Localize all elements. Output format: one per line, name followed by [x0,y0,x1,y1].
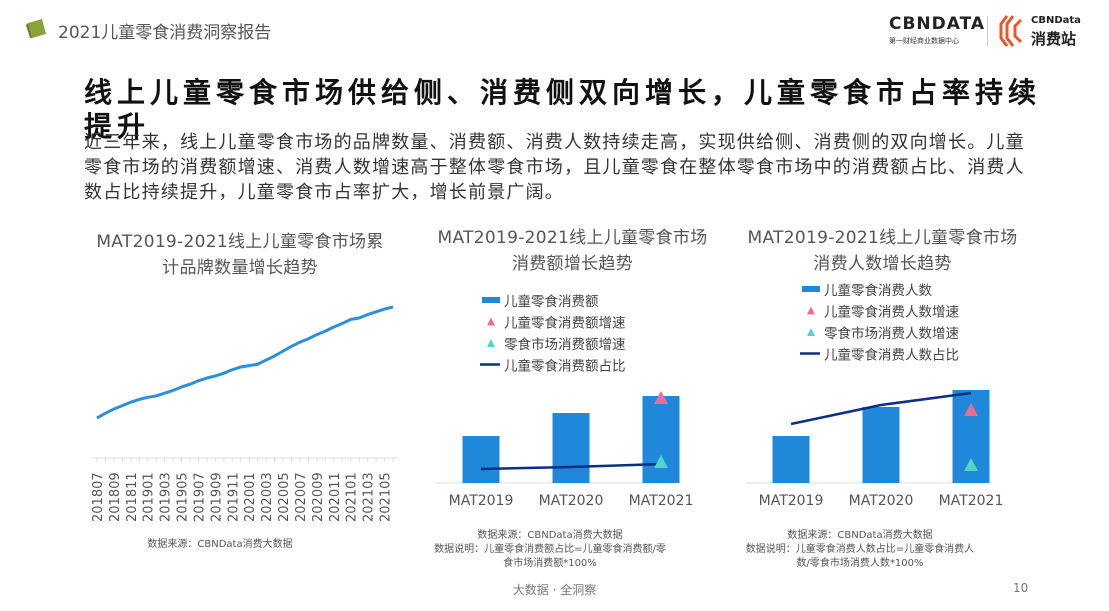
x-tick-label: 201907 [192,472,207,522]
x-tick-label: 201909 [209,472,224,522]
brand-count-line [96,305,394,420]
teal-marker [964,458,978,471]
x-tick-label: 202003 [260,472,275,522]
cbndata-logo: CBNDATA [889,14,986,34]
share-line [790,391,972,426]
x-tick-label: 201905 [176,472,191,522]
report-logo-icon [26,19,46,38]
x-tick-label: 201911 [226,472,241,522]
pink-marker [964,403,978,416]
x-tick-label: 201811 [125,472,140,522]
x-tick-label: MAT2019 [759,493,824,509]
x-tick-label: MAT2020 [849,493,914,509]
page-title: 线上儿童零食市场供给侧、消费侧双向增长，儿童零食市占率持续提升 [84,76,1042,143]
legend-label: 儿童零食消费人数 [824,282,932,299]
x-tick-label: 202005 [277,472,292,522]
legend-label: 儿童零食消费额增速 [504,315,626,332]
x-tick-label: 201809 [108,472,123,522]
x-tick-label: MAT2019 [449,493,514,509]
legend-marker-swatch [487,339,495,347]
chart3-notes: 数据来源：CBNData消费大数据 数据说明：儿童零食消费人数占比=儿童零食消费… [740,529,980,571]
divider [987,16,988,46]
legend-bar-swatch [802,286,820,292]
chart3-title: MAT2019-2021线上儿童零食市场消费人数增长趋势 [747,228,1018,274]
chart2-notes: 数据来源：CBNData消费大数据 数据说明：儿童零食消费额占比=儿童零食消费额… [430,529,670,571]
legend-label: 儿童零食消费额占比 [504,358,626,375]
x-tick-label: 202009 [311,472,326,522]
legend-label: 零食市场消费人数增速 [824,325,959,342]
x-tick-label: 202007 [294,472,309,522]
x-tick-label: 202103 [362,472,377,522]
chart2-bar-plot: MAT2019 MAT2020 MAT2021 儿童零食消费额儿童零食消费额增速零食市… [435,293,694,509]
legend-label: 儿童零食消费额 [504,293,599,310]
chart3-bar-plot: MAT2019 MAT2020 MAT2021 儿童零食消费人数儿童零食消费人数增速零… [745,282,1004,509]
footer-tagline: 大数据 · 全洞察 [512,583,597,597]
x-tick-label: MAT2021 [629,493,694,509]
brand-logos: CBNDATA 第一财经商业数据中心 CBNData 消费站 [885,14,1085,48]
brand2-bottom: 消费站 [1031,30,1077,48]
x-tick-label: MAT2021 [939,493,1004,509]
teal-marker [654,455,668,468]
legend-marker-swatch [807,328,815,336]
bar-MAT2021 [642,396,680,483]
report-title: 2021儿童零食消费洞察报告 [58,23,272,43]
chart2-title: MAT2019-2021线上儿童零食市场消费额增长趋势 [437,228,708,274]
pink-marker [654,391,668,404]
chart3-source: 数据来源：CBNData消费大数据 [787,530,933,541]
chart1-line-plot: 201807 201809 201811 201901 201903 201905 2019… [91,305,398,522]
legend-marker-swatch [807,306,815,315]
chart2-definition: 数据说明：儿童零食消费额占比=儿童零食消费额/零食市场消费额*100% [434,544,666,569]
share-line [480,462,662,471]
chart1-source: 数据来源：CBNData消费大数据 [147,539,293,550]
chart1-title: MAT2019-2021线上儿童零食市场累计品牌数量增长趋势 [96,232,384,278]
cbndata-subtitle: 第一财经商业数据中心 [889,37,959,45]
x-tick-label: 202011 [328,472,343,522]
bar-MAT2020 [552,413,590,483]
legend-label: 零食市场消费额增速 [504,336,626,353]
x-tick-label: 201901 [142,472,157,522]
bar-MAT2020 [862,407,900,483]
bar-MAT2019 [772,436,810,483]
body-text: 近三年来，线上儿童零食市场的品牌数量、消费额、消费人数持续走高，实现供给侧、消费… [84,132,1025,203]
bar-MAT2019 [462,436,500,483]
chart3-definition: 数据说明：儿童零食消费人数占比=儿童零食消费人数/零食市场消费人数*100% [745,544,975,569]
page-number: 10 [1013,581,1029,595]
legend-label: 儿童零食消费人数增速 [824,304,959,321]
x-tick-label: 202101 [345,472,360,522]
legend-bar-swatch [482,297,500,303]
x-tick-label: 202105 [379,472,394,522]
x-tick-label: 201807 [91,472,106,522]
x-tick-label: 201903 [159,472,174,522]
legend-marker-swatch [487,317,495,326]
legend-label: 儿童零食消费人数占比 [824,347,959,364]
x-tick-label: 202001 [243,472,258,522]
consumer-station-logo-icon [999,15,1023,47]
brand2-top: CBNData [1031,15,1081,26]
x-tick-label: MAT2020 [539,493,604,509]
chart2-source: 数据来源：CBNData消费大数据 [477,530,623,541]
